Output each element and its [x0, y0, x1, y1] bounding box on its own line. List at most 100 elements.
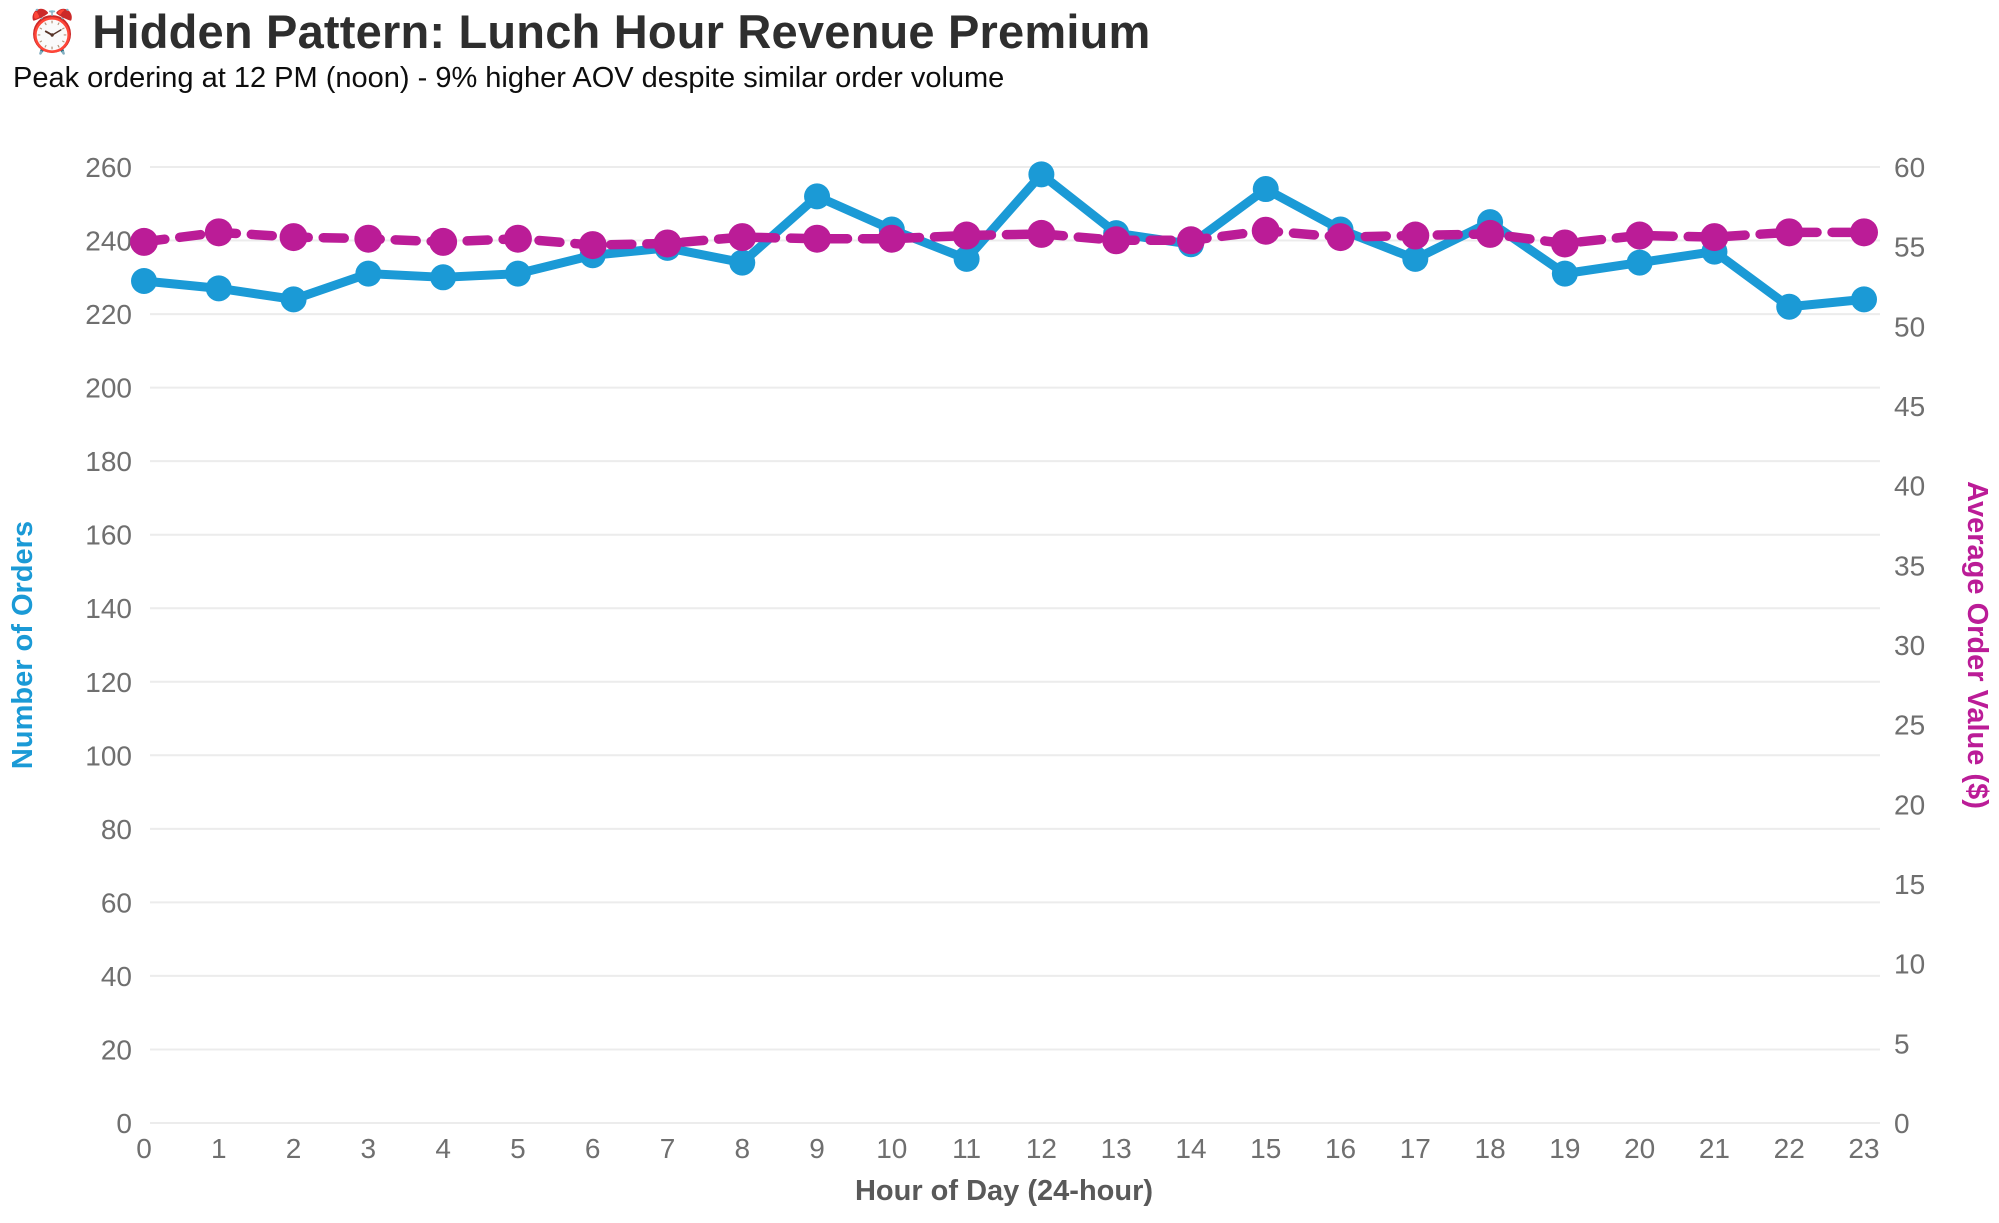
y-axis-left-tick-80: 80	[101, 814, 132, 845]
y-axis-left-tick-260: 260	[85, 152, 132, 183]
aov-point-12	[1027, 219, 1056, 248]
x-axis-tick-23: 23	[1848, 1133, 1879, 1164]
orders-point-0	[131, 267, 157, 294]
y-axis-left-tick-20: 20	[101, 1034, 132, 1065]
orders-point-9	[804, 183, 831, 210]
orders-point-11	[953, 245, 980, 272]
aov-point-5	[503, 224, 532, 253]
aov-point-23	[1850, 218, 1878, 247]
x-axis-tick-3: 3	[361, 1133, 377, 1164]
aov-line	[139, 225, 1869, 250]
orders-point-12	[1028, 161, 1055, 188]
y-axis-right-tick-0: 0	[1894, 1108, 1910, 1139]
aov-point-3	[354, 224, 383, 253]
aov-point-22	[1775, 218, 1804, 247]
x-axis-tick-9: 9	[809, 1133, 825, 1164]
aov-point-15	[1251, 216, 1280, 245]
y-axis-left-tick-120: 120	[85, 667, 132, 698]
x-axis-tick-5: 5	[510, 1133, 526, 1164]
y-axis-right-tick-55: 55	[1894, 232, 1925, 263]
y-axis-left-tick-60: 60	[101, 887, 132, 918]
y-axis-left-tick-220: 220	[85, 299, 132, 330]
x-axis-tick-6: 6	[585, 1133, 601, 1164]
x-axis-tick-1: 1	[211, 1133, 227, 1164]
y-axis-right-tick-15: 15	[1894, 869, 1925, 900]
page-title: Hidden Pattern: Lunch Hour Revenue Premi…	[92, 5, 1151, 58]
x-axis-tick-13: 13	[1101, 1133, 1132, 1164]
orders-point-5	[504, 260, 531, 287]
orders-point-22	[1776, 293, 1803, 320]
aov-point-16	[1326, 223, 1355, 252]
orders-point-19	[1551, 260, 1578, 287]
x-axis-tick-22: 22	[1774, 1133, 1805, 1164]
aov-point-20	[1625, 221, 1654, 250]
orders-point-4	[430, 264, 457, 291]
y-axis-left-tick-240: 240	[85, 226, 132, 257]
y-axis-right-tick-45: 45	[1894, 391, 1925, 422]
y-axis-left-title: Number of Orders	[7, 521, 39, 769]
orders-point-17	[1402, 245, 1429, 272]
aov-point-8	[728, 223, 757, 252]
orders-point-20	[1626, 249, 1653, 276]
orders-point-2	[280, 286, 307, 313]
aov-point-13	[1102, 226, 1131, 255]
y-axis-left-tick-140: 140	[85, 593, 132, 624]
y-axis-right-tick-25: 25	[1894, 710, 1925, 741]
x-axis-tick-16: 16	[1325, 1133, 1356, 1164]
aov-point-21	[1700, 223, 1729, 252]
aov-point-18	[1476, 219, 1505, 248]
x-axis-tick-4: 4	[435, 1133, 451, 1164]
orders-point-8	[729, 249, 756, 276]
y-axis-right-tick-20: 20	[1894, 789, 1925, 820]
aov-point-0	[130, 227, 158, 256]
aov-point-14	[1176, 226, 1205, 255]
alarm-clock-icon: ⏰	[26, 7, 79, 55]
orders-point-1	[205, 275, 232, 302]
y-axis-right-tick-50: 50	[1894, 311, 1925, 342]
aov-point-7	[653, 229, 682, 258]
x-axis-tick-0: 0	[136, 1133, 152, 1164]
x-axis-tick-21: 21	[1699, 1133, 1730, 1164]
y-axis-right-tick-30: 30	[1894, 630, 1925, 661]
aov-point-1	[204, 218, 233, 247]
aov-point-17	[1401, 221, 1430, 250]
x-axis-tick-15: 15	[1250, 1133, 1281, 1164]
y-axis-left-tick-0: 0	[116, 1108, 132, 1139]
x-axis-tick-8: 8	[734, 1133, 750, 1164]
x-axis-tick-11: 11	[952, 1133, 981, 1164]
x-axis-tick-10: 10	[876, 1133, 907, 1164]
x-axis-tick-14: 14	[1175, 1133, 1206, 1164]
x-axis-tick-20: 20	[1624, 1133, 1655, 1164]
orders-point-15	[1252, 176, 1279, 203]
y-axis-left-tick-40: 40	[101, 961, 132, 992]
y-axis-right-title: Average Order Value ($)	[1961, 481, 1993, 809]
y-axis-left-tick-180: 180	[85, 446, 132, 477]
aov-point-10	[877, 224, 906, 253]
x-axis-tick-17: 17	[1400, 1133, 1431, 1164]
y-axis-right-tick-60: 60	[1894, 152, 1925, 183]
aov-point-4	[429, 227, 458, 256]
y-axis-right-tick-40: 40	[1894, 471, 1925, 502]
aov-point-6	[578, 231, 607, 260]
page-subtitle: Peak ordering at 12 PM (noon) - 9% highe…	[13, 62, 1005, 94]
y-axis-right-tick-35: 35	[1894, 550, 1925, 581]
orders-point-23	[1851, 286, 1877, 313]
x-axis-title: Hour of Day (24-hour)	[855, 1175, 1153, 1207]
y-axis-left-tick-160: 160	[85, 520, 132, 551]
aov-point-2	[279, 223, 308, 252]
x-axis-tick-18: 18	[1475, 1133, 1506, 1164]
aov-point-19	[1550, 229, 1579, 258]
y-axis-left-tick-100: 100	[85, 740, 132, 771]
y-axis-right-tick-10: 10	[1894, 949, 1925, 980]
x-axis-tick-19: 19	[1549, 1133, 1580, 1164]
orders-point-3	[355, 260, 382, 287]
y-axis-left-tick-200: 200	[85, 373, 132, 404]
x-axis-tick-2: 2	[286, 1133, 302, 1164]
y-axis-right-tick-5: 5	[1894, 1028, 1910, 1059]
aov-point-11	[952, 221, 981, 250]
x-axis-tick-7: 7	[660, 1133, 676, 1164]
x-axis-tick-12: 12	[1026, 1133, 1057, 1164]
aov-point-9	[803, 224, 832, 253]
